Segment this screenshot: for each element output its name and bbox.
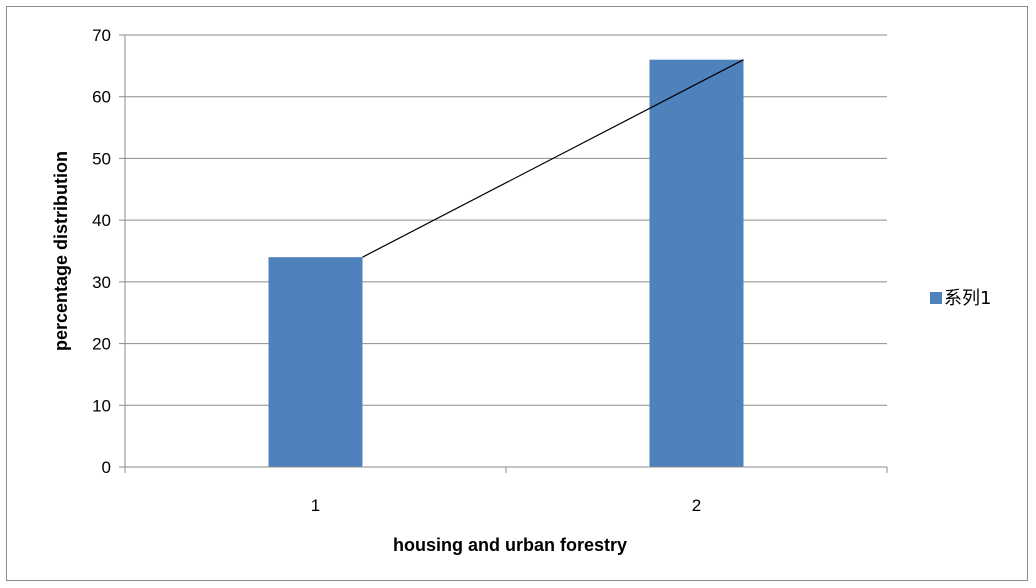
legend-swatch	[930, 292, 942, 304]
y-tick-label: 70	[92, 26, 111, 45]
legend-label: 系列1	[944, 288, 991, 309]
legend: 系列1	[930, 288, 991, 309]
trendline	[362, 59, 744, 258]
y-axis-title: percentage distribution	[51, 151, 71, 351]
trendline-group	[362, 59, 744, 258]
x-tick-label: 2	[692, 496, 701, 515]
bars	[268, 59, 744, 467]
x-tick-label: 1	[311, 496, 320, 515]
bar	[649, 59, 744, 467]
y-tick-label: 50	[92, 149, 111, 168]
y-tick-label: 20	[92, 335, 111, 354]
chart-frame	[6, 6, 1028, 581]
y-tick-label: 60	[92, 88, 111, 107]
y-tick-label: 40	[92, 211, 111, 230]
gridlines	[125, 34, 887, 406]
y-tick-label: 0	[102, 458, 111, 477]
y-tick-label: 10	[92, 396, 111, 415]
bar	[268, 257, 363, 467]
y-tick-label: 30	[92, 273, 111, 292]
y-axis-ticks: 0 10 20 30 40 50 60 70	[92, 26, 125, 477]
x-axis-title: housing and urban forestry	[393, 535, 627, 555]
